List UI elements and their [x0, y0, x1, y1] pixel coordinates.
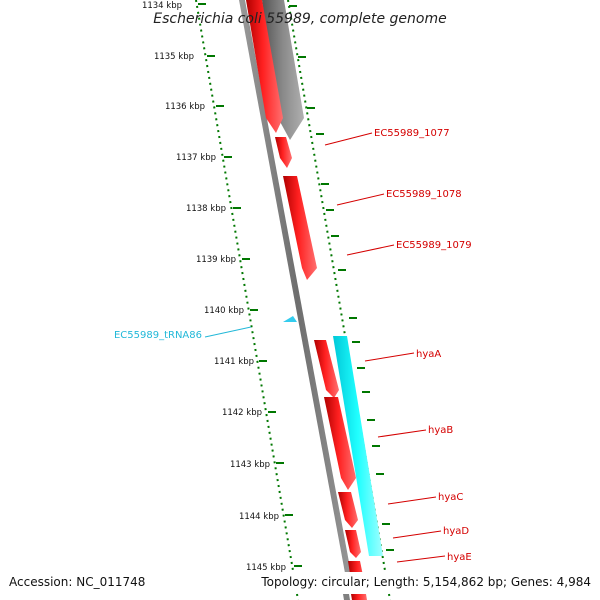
ruler-tail [388, 593, 391, 600]
kbp-label: 1142 kbp [222, 408, 262, 418]
kbp-label: 1138 kbp [186, 204, 226, 214]
kbp-label: 1141 kbp [214, 357, 254, 367]
trna-label[interactable]: EC55989_tRNA86 [114, 330, 202, 341]
kbp-label: 1144 kbp [239, 512, 279, 522]
leader-line [336, 193, 385, 206]
ruler-major-ticks [198, 3, 302, 567]
ruler-tail [296, 593, 299, 600]
genome-backbone [239, 0, 356, 600]
gene-arrow [324, 397, 356, 490]
kbp-label: 1134 kbp [142, 1, 182, 11]
label-leaders [204, 132, 446, 563]
kbp-label: 1139 kbp [196, 255, 236, 265]
gene-label[interactable]: hyaB [428, 425, 453, 436]
feature-labels: EC55989_1077 EC55989_1078 EC55989_1079 E… [114, 128, 472, 563]
trna-marker [283, 316, 297, 322]
gene-label[interactable]: hyaE [447, 552, 472, 563]
gene-label[interactable]: hyaD [443, 526, 469, 537]
genome-summary-text: Topology: circular; Length: 5,154,862 bp… [260, 575, 591, 589]
gene-label[interactable]: EC55989_1077 [374, 128, 450, 139]
leader-line [204, 326, 252, 338]
kbp-label: 1136 kbp [165, 102, 205, 112]
gene-arrow [283, 176, 317, 280]
kbp-label: 1137 kbp [176, 153, 216, 163]
ruler-labels: 1134 kbp 1135 kbp 1136 kbp 1137 kbp 1138… [142, 1, 286, 573]
gene-arrow [314, 340, 339, 398]
gene-arrow-tail [351, 594, 367, 600]
gene-arrow [338, 492, 358, 528]
accession-text: Accession: NC_011748 [9, 575, 145, 589]
gene-label[interactable]: hyaC [438, 492, 463, 503]
leader-line [324, 132, 373, 146]
gene-label[interactable]: EC55989_1078 [386, 189, 462, 200]
genome-title: Escherichia coli 55989, complete genome [153, 11, 446, 27]
leader-line [387, 496, 437, 505]
kbp-label: 1145 kbp [246, 563, 286, 573]
kbp-label: 1135 kbp [154, 52, 194, 62]
operon-bar-gray [262, 0, 304, 140]
gene-arrow [246, 0, 283, 133]
leader-line [364, 352, 415, 362]
leader-line [377, 429, 427, 438]
gene-label[interactable]: EC55989_1079 [396, 240, 472, 251]
kbp-label: 1143 kbp [230, 460, 270, 470]
kbp-label: 1140 kbp [204, 306, 244, 316]
gene-arrow [275, 137, 292, 168]
leader-line [346, 244, 395, 256]
operon-bar-cyan [333, 336, 383, 556]
leader-line [396, 555, 446, 563]
gene-arrow [345, 530, 361, 558]
gene-label[interactable]: hyaA [416, 349, 441, 360]
genome-backbone-tail [343, 594, 350, 600]
gene-arrows [246, 0, 368, 600]
leader-line [392, 530, 442, 539]
footer-band [0, 572, 600, 600]
ruler-outer-ticks [289, 5, 394, 551]
